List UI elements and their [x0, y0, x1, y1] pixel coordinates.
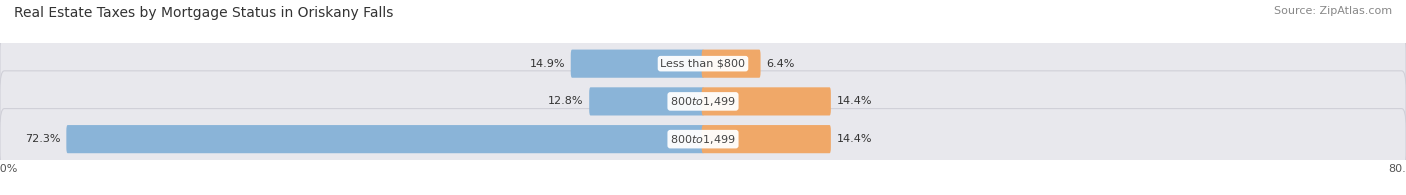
FancyBboxPatch shape [571, 50, 704, 78]
Text: 14.4%: 14.4% [837, 134, 872, 144]
Text: Less than $800: Less than $800 [661, 59, 745, 69]
Text: Real Estate Taxes by Mortgage Status in Oriskany Falls: Real Estate Taxes by Mortgage Status in … [14, 6, 394, 20]
FancyBboxPatch shape [66, 125, 704, 153]
FancyBboxPatch shape [589, 87, 704, 115]
FancyBboxPatch shape [702, 125, 831, 153]
FancyBboxPatch shape [702, 87, 831, 115]
Text: 6.4%: 6.4% [766, 59, 794, 69]
FancyBboxPatch shape [0, 33, 1406, 94]
Text: 72.3%: 72.3% [25, 134, 60, 144]
FancyBboxPatch shape [702, 50, 761, 78]
Text: $800 to $1,499: $800 to $1,499 [671, 95, 735, 108]
FancyBboxPatch shape [0, 109, 1406, 170]
Text: $800 to $1,499: $800 to $1,499 [671, 133, 735, 146]
FancyBboxPatch shape [0, 71, 1406, 132]
Text: Source: ZipAtlas.com: Source: ZipAtlas.com [1274, 6, 1392, 16]
Text: 14.4%: 14.4% [837, 96, 872, 106]
Text: 14.9%: 14.9% [530, 59, 565, 69]
Text: 12.8%: 12.8% [548, 96, 583, 106]
